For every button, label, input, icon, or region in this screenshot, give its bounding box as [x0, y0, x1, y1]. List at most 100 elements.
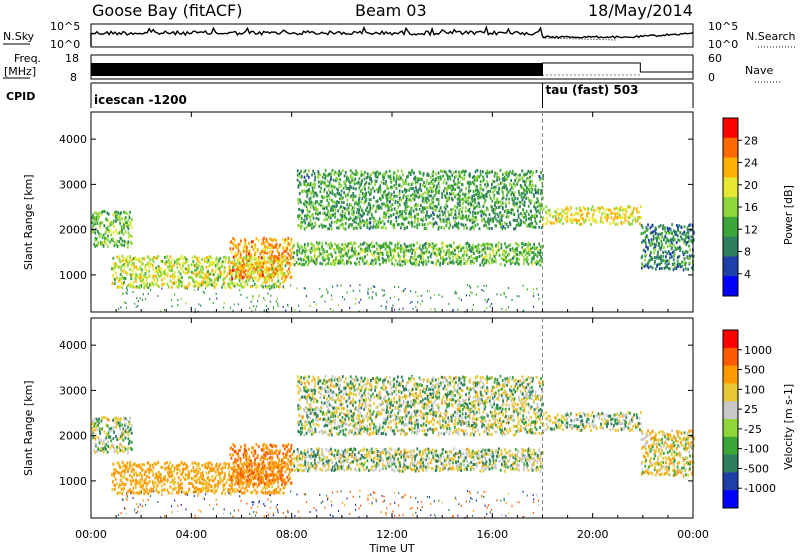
power-cell — [499, 211, 502, 214]
power-cell — [308, 248, 311, 252]
power-cell — [469, 259, 472, 263]
power-speckle — [454, 292, 456, 295]
power-cell — [437, 179, 440, 183]
power-cell — [497, 241, 500, 245]
power-cell — [304, 257, 307, 260]
velocity-cell — [231, 466, 233, 470]
power-cell — [375, 208, 378, 212]
power-speckle — [257, 300, 259, 303]
power-cell — [452, 247, 455, 251]
power-cell — [298, 247, 301, 251]
power-cell — [128, 223, 131, 227]
power-cell — [338, 226, 340, 230]
power-cell — [227, 260, 230, 264]
power-speckle — [202, 290, 204, 293]
power-cell — [277, 275, 279, 279]
velocity-cell — [232, 474, 234, 478]
power-cell — [156, 277, 159, 281]
power-cell — [485, 206, 488, 210]
power-cell — [509, 223, 512, 227]
power-cell — [328, 184, 330, 188]
power-cell — [391, 262, 394, 266]
velocity-cell — [237, 449, 240, 452]
power-cell — [298, 172, 301, 175]
power-cell — [494, 201, 496, 205]
power-cell — [426, 210, 428, 214]
power-cell — [356, 172, 359, 176]
power-cell — [518, 257, 520, 261]
power-cell — [269, 237, 272, 241]
velocity-cell — [156, 476, 159, 480]
power-speckle — [258, 295, 260, 298]
power-cell — [432, 204, 435, 208]
power-cell — [428, 194, 431, 198]
power-cell — [404, 262, 407, 266]
velocity-cell — [190, 476, 193, 480]
power-cell — [352, 213, 355, 217]
velocity-cell — [124, 466, 127, 470]
power-cell — [580, 222, 583, 226]
power-cell — [328, 253, 330, 257]
power-cell — [330, 172, 333, 176]
power-cell — [682, 268, 685, 272]
power-cell — [322, 212, 325, 215]
velocity-cell — [93, 424, 95, 428]
power-cell — [421, 206, 424, 210]
power-speckle — [296, 287, 298, 290]
power-cell — [428, 250, 430, 254]
velocity-cell — [259, 466, 261, 470]
velocity-cell — [195, 480, 198, 484]
power-cell — [341, 213, 344, 217]
power-cell — [437, 227, 440, 231]
velocity-cell — [201, 464, 204, 467]
power-cell — [122, 221, 125, 225]
power-cell — [118, 265, 120, 269]
power-cell — [466, 218, 468, 222]
power-speckle — [355, 297, 357, 300]
power-cell — [357, 215, 360, 219]
power-cell — [460, 260, 462, 263]
power-cell — [256, 271, 259, 275]
velocity-cell — [157, 470, 160, 474]
velocity-cell — [264, 491, 267, 495]
power-cell — [398, 183, 401, 187]
power-cell — [358, 225, 361, 229]
velocity-cell — [96, 419, 99, 423]
power-cell — [437, 175, 440, 179]
power-cell — [465, 260, 468, 264]
power-cell — [666, 245, 669, 248]
velocity-cell — [99, 429, 101, 433]
power-cell — [156, 279, 159, 283]
velocity-cell — [175, 486, 177, 490]
velocity-cell — [224, 492, 227, 496]
power-cell — [341, 254, 344, 258]
power-cell — [419, 186, 422, 190]
velocity-cell — [94, 437, 97, 441]
power-cell — [660, 246, 663, 249]
velocity-cell — [93, 448, 95, 452]
power-cell — [496, 248, 499, 252]
power-cell — [661, 227, 664, 231]
velocity-cell — [118, 421, 121, 425]
power-cell — [463, 226, 466, 230]
power-cell — [369, 243, 371, 247]
power-cell — [314, 223, 317, 227]
power-cell — [370, 179, 373, 183]
power-cell — [343, 215, 346, 219]
power-cell — [299, 251, 301, 255]
velocity-cell — [109, 446, 112, 450]
power-cell — [112, 219, 115, 223]
power-cell — [364, 199, 367, 203]
power-cell — [606, 208, 608, 212]
power-cell — [447, 184, 450, 188]
power-cell — [438, 185, 441, 189]
power-cell — [306, 173, 309, 177]
power-cell — [352, 210, 355, 214]
power-cell — [310, 256, 313, 260]
power-cell — [446, 221, 449, 225]
power-cell — [509, 188, 512, 192]
power-cell — [113, 268, 115, 272]
power-speckle — [126, 287, 128, 290]
power-cell — [481, 253, 483, 257]
power-cell — [439, 207, 442, 211]
